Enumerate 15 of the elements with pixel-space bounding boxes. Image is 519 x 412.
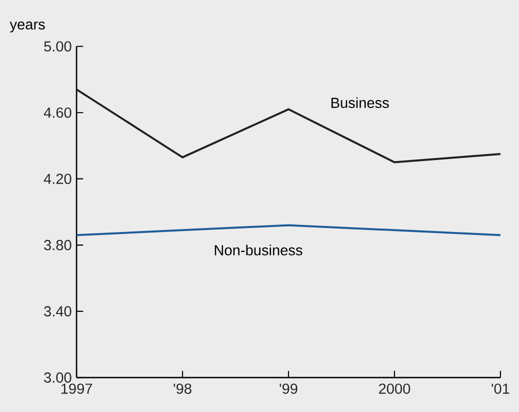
y-tick-label: 3.40 [44, 306, 72, 316]
y-tick-label: 5.00 [44, 41, 72, 52]
x-tick-label: '98 [174, 384, 192, 394]
y-tick-label: 3.80 [44, 240, 72, 250]
y-tick-label: 3.00 [44, 372, 72, 383]
series-label: Non-business [214, 244, 302, 256]
x-tick-label: 2000 [378, 384, 410, 394]
y-axis-title: years [10, 22, 45, 32]
x-tick-label: '01 [492, 384, 510, 394]
line-series [76, 88, 502, 164]
series-label: Business [331, 97, 389, 108]
y-tick-label: 4.20 [44, 174, 72, 184]
y-tick-label: 4.60 [44, 107, 72, 118]
x-tick-label: 1997 [61, 384, 92, 394]
x-tick-label: '99 [280, 384, 298, 394]
